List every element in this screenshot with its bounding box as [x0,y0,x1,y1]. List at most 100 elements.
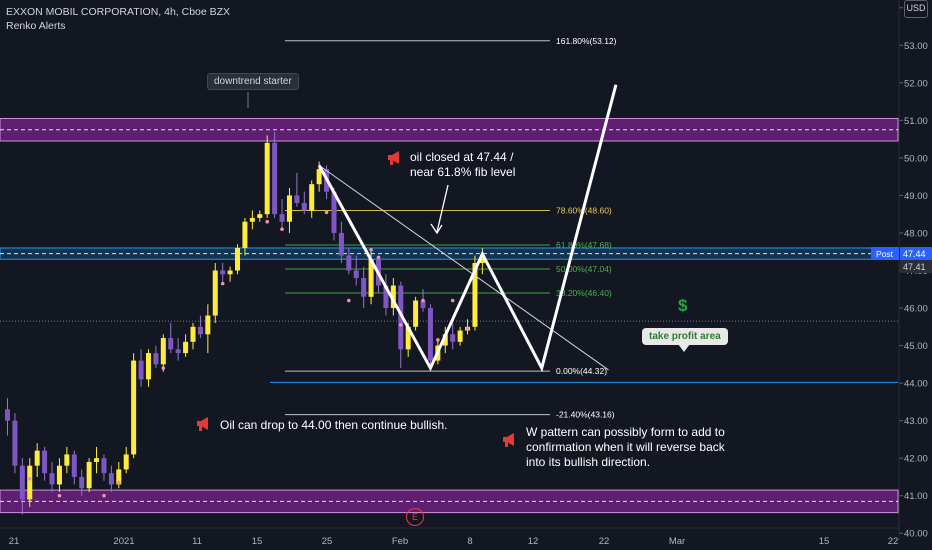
signal-dot [421,298,425,303]
candle-body [413,300,419,327]
legend: EXXON MOBIL CORPORATION, 4h, Cboe BZX Re… [6,5,230,33]
symbol-title[interactable]: EXXON MOBIL CORPORATION, 4h, Cboe BZX [6,6,231,18]
candle-body [108,473,114,485]
trend-line [318,164,609,371]
w-note-line-1: W pattern can possibly form to add to [526,425,725,439]
drop-note-text: Oil can drop to 44.00 then continue bull… [220,418,448,432]
signal-dot [220,281,225,286]
x-tick-label: 12 [528,536,539,547]
candle-body [331,191,337,233]
candle-body [353,270,359,279]
candle-body [286,195,292,222]
candle-body [442,334,448,346]
signal-dot [27,477,32,481]
take-profit-text: take profit area [649,331,721,342]
last-price-bg [900,259,932,273]
candle-body [279,214,285,222]
candle-body [227,270,233,275]
candle-body [42,450,48,474]
candle-body [160,338,166,365]
signal-dot [161,366,166,370]
candle-body [235,247,241,271]
candle-body [346,255,352,271]
oil-closed-line-2: near 61.8% fib level [410,165,516,179]
candle-body [175,349,181,354]
take-profit-pointer [678,344,690,352]
candle-body [64,454,70,466]
candle-body [338,232,344,256]
y-tick-label: 53.00 [904,41,928,52]
y-tick-label: 40.00 [904,529,928,540]
x-tick-label: Feb [392,536,408,547]
w-note-line-2: confirmation when it will reverse back [526,440,725,454]
w-note-line-3: into its bullish direction. [526,455,651,469]
signal-dot [369,248,373,252]
post-price-label: 47.44 [903,249,926,259]
candle-body [257,214,263,218]
candle-body [220,270,226,275]
candle-body [5,409,10,421]
post-price-bg [900,246,932,260]
signal-dot [265,219,270,224]
fib-level-label: 0.00%(44.32) [556,366,607,376]
earnings-icon[interactable]: E [406,508,424,526]
megaphone-icon [197,417,208,430]
candle-body [309,184,315,211]
fib-level-label: -21.40%(43.16) [556,410,615,420]
signal-dot [347,298,351,303]
candle-body [168,338,174,350]
x-tick-label: 22 [888,536,899,547]
candle-body [34,450,40,466]
y-tick-label: 50.00 [904,153,928,164]
dollar-icon: $ [678,296,688,315]
x-tick-label: Mar [669,536,685,547]
candle-body [79,476,85,489]
indicator-label[interactable]: Renko Alerts [6,20,66,32]
y-tick-label: 45.00 [904,341,928,352]
candle-body [294,195,300,203]
y-tick-label: 46.00 [904,304,928,315]
oil-closed-line-1: oil closed at 47.44 / [410,150,514,164]
megaphone-icon [388,151,399,164]
candle-body [116,469,122,485]
currency-badge[interactable]: USD [904,0,928,18]
candle-body [94,458,100,462]
fib-level-label: 38.20%(46.40) [556,288,612,298]
fib-level-label: 61.80%(47.68) [556,240,612,250]
x-tick-label: 2021 [113,536,134,547]
candle-body [56,465,62,485]
candle-body [183,341,189,354]
candle-body [138,360,144,380]
last-price-label: 47.41 [903,262,926,272]
y-tick-label: 42.00 [904,454,928,465]
x-tick-label: 8 [467,536,472,547]
signal-dot [117,480,121,485]
currency-label: USD [906,3,926,13]
signal-dot [376,255,381,260]
earnings-label: E [411,512,418,522]
candle-body [472,262,478,327]
y-tick-label: 52.00 [904,78,928,89]
w-pattern-note: W pattern can possibly form to add to co… [526,425,725,470]
megaphone-icon-handle [390,160,393,165]
candle-body [19,465,25,500]
fib-level-label: 50.00%(47.04) [556,264,612,274]
fib-level-label: 161.80%(53.12) [556,36,617,46]
x-tick-label: 15 [819,536,830,547]
signal-dot [280,227,284,232]
candle-body [131,360,137,455]
y-tick-label: 41.00 [904,491,928,502]
megaphone-icon [503,433,514,446]
note-arrow [436,184,449,233]
candle-body [145,353,151,380]
candle-body [361,278,367,297]
signal-dot [324,210,329,215]
candle-body [12,420,18,466]
candle-body [49,473,55,485]
candle-body [123,454,129,470]
candle-body [197,326,203,335]
candle-body [427,308,433,361]
candle-body [398,285,404,350]
